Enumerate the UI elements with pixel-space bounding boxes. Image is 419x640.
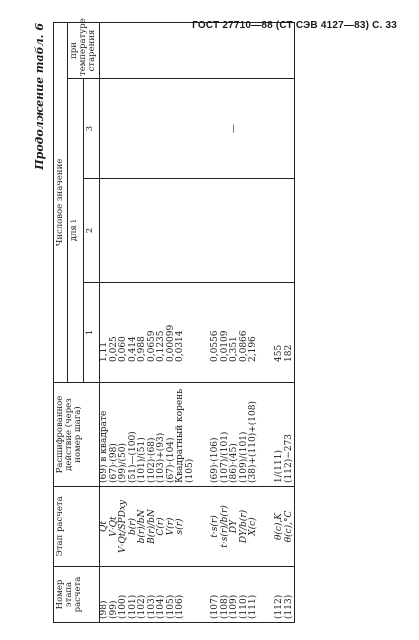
row-number: (113) [284,566,295,623]
row-value-i1: 0,060 [118,282,129,383]
row-value-i3 [99,78,110,179]
col-header-stage: Этап расчета [53,486,100,567]
row-stage: s(r) [175,486,196,567]
row-action: (112)−273 [284,382,295,487]
row-value-i3 [147,78,158,179]
row-value-temp [274,22,285,79]
row-value-i1: 0,025 [109,282,120,383]
rotated-table-block: Продолжение табл. 6 Номер этапа расчета … [33,18,403,623]
row-value-i1: 0,414 [128,282,139,383]
row-value-temp [138,22,148,79]
row-value-temp [249,22,259,79]
row-value-i2 [138,178,148,283]
table-caption: Продолжение табл. 6 [33,23,46,170]
row-value-i1: 455 [274,282,285,383]
row-value-temp [284,22,295,79]
row-value-i3 [157,78,167,179]
row-value-temp [166,22,177,79]
row-value-i2 [157,178,167,283]
data-table: Номер этапа расчета Этап расчета Расшифр… [53,18,295,623]
row-value-temp [211,22,221,79]
row-value-i2 [220,178,231,283]
col-header-value-group: Числовое значение [53,22,68,383]
row-value-i3 [239,78,250,179]
col-header-i2: 2 [83,178,100,283]
row-value-i3 [284,78,295,179]
col-header-for-i: для i [67,78,84,383]
page-header: ГОСТ 27710—88 (СТ СЭВ 4127—83) С. 33 [192,20,397,31]
row-value-i2 [249,178,259,283]
row-value-i2 [147,178,158,283]
row-value-i3 [128,78,139,179]
col-header-action: Расшифрованное действие (через номер шаг… [53,382,100,487]
row-stage: X(c) [248,486,259,567]
row-value-i1: 1,11 [99,282,110,383]
row-value-i1: 0,0866 [239,282,250,383]
row-value-i3 [274,78,285,179]
row-value-temp [147,22,158,79]
row-value-i3 [119,78,129,179]
row-value-temp [220,22,231,79]
col-header-temp: при температуре старения [67,18,100,79]
row-value-i2 [176,178,196,283]
row-value-i2 [284,178,295,283]
row-value-i2 [230,178,240,283]
row-value-temp [99,22,110,79]
row-value-i3 [176,78,196,179]
row-value-temp [176,22,196,79]
table-row: (113) θ(c),°C (112)−273 182 [284,22,295,623]
table-row: (106) s(r) Квадратный корень (105) 0,031… [175,22,196,623]
row-value-i2 [166,178,177,283]
row-action: Квадратный корень (105) [175,382,196,487]
row-value-i3: — [229,78,240,179]
row-value-i2 [109,178,120,283]
row-number: (106) [175,566,196,623]
row-value-i2 [211,178,221,283]
row-value-temp [230,22,240,79]
row-value-i1: 0,0109 [220,282,231,383]
row-value-i3 [211,78,221,179]
row-value-i3 [138,78,148,179]
table-row: (111) X(c) (38)+(110)+(108) 2,196 [248,22,259,623]
row-value-i2 [239,178,250,283]
row-value-i3 [166,78,177,179]
row-stage: θ(c),°C [284,486,295,567]
col-header-number: Номер этапа расчета [53,566,100,623]
row-value-i1: 0,0314 [175,282,196,383]
row-value-i2 [274,178,285,283]
col-header-i3: 3 [83,78,100,179]
col-header-i1: 1 [83,282,100,383]
row-action: (38)+(110)+(108) [248,382,259,487]
row-number: (111) [248,566,259,623]
row-value-temp [128,22,139,79]
row-value-temp [239,22,250,79]
row-value-i1: 2,196 [248,282,259,383]
row-value-i2 [119,178,129,283]
row-value-i3 [249,78,259,179]
row-value-i1: 182 [284,282,295,383]
row-value-i3 [109,78,120,179]
row-value-temp [157,22,167,79]
row-value-i2 [99,178,110,283]
row-value-temp [119,22,129,79]
table-spacer-row [195,22,212,623]
row-value-temp [109,22,120,79]
row-value-i2 [128,178,139,283]
table-spacer-row [258,22,275,623]
